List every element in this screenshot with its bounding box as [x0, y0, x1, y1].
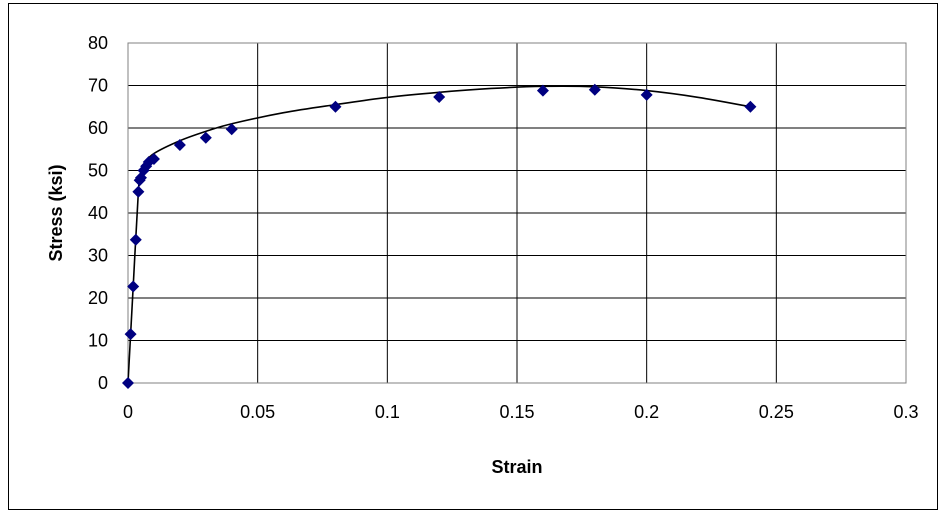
x-tick-label: 0 — [123, 402, 133, 422]
plot-area-border — [127, 42, 907, 384]
y-tick-label: 10 — [88, 331, 108, 351]
gridlines — [127, 42, 907, 384]
data-point — [329, 100, 342, 113]
data-point — [173, 139, 186, 151]
x-tick-label: 0.2 — [634, 402, 659, 422]
data-point — [124, 328, 137, 341]
data-point — [147, 153, 160, 166]
x-tick-label: 0.15 — [499, 402, 534, 422]
data-point — [536, 84, 549, 97]
data-point — [129, 233, 142, 246]
chart-frame — [8, 3, 938, 510]
y-tick-label: 0 — [98, 373, 108, 393]
data-point — [132, 185, 145, 198]
data-point — [225, 123, 238, 136]
data-point — [640, 88, 653, 101]
x-tick-label: 0.1 — [375, 402, 400, 422]
y-axis-title: Stress (ksi) — [46, 164, 66, 261]
data-point — [433, 90, 446, 103]
x-tick-labels: 0 0.05 0.1 0.15 0.2 0.25 0.3 — [123, 402, 919, 422]
x-tick-label: 0.05 — [240, 402, 275, 422]
y-tick-labels: 0 10 20 30 40 50 60 70 80 — [88, 33, 108, 393]
data-point — [744, 100, 757, 113]
y-tick-label: 60 — [88, 118, 108, 138]
x-tick-label: 0.3 — [893, 402, 918, 422]
x-tick-label: 0.25 — [759, 402, 794, 422]
data-point — [588, 83, 601, 96]
y-tick-label: 80 — [88, 33, 108, 53]
y-tick-label: 50 — [88, 161, 108, 181]
y-tick-label: 70 — [88, 76, 108, 96]
x-axis-title: Strain — [491, 457, 542, 477]
data-point — [199, 131, 212, 144]
data-point — [122, 377, 134, 389]
y-tick-label: 20 — [88, 288, 108, 308]
y-tick-label: 30 — [88, 246, 108, 266]
data-point — [127, 280, 140, 293]
y-tick-label: 40 — [88, 203, 108, 223]
data-markers — [122, 83, 757, 389]
trend-line — [127, 85, 751, 384]
